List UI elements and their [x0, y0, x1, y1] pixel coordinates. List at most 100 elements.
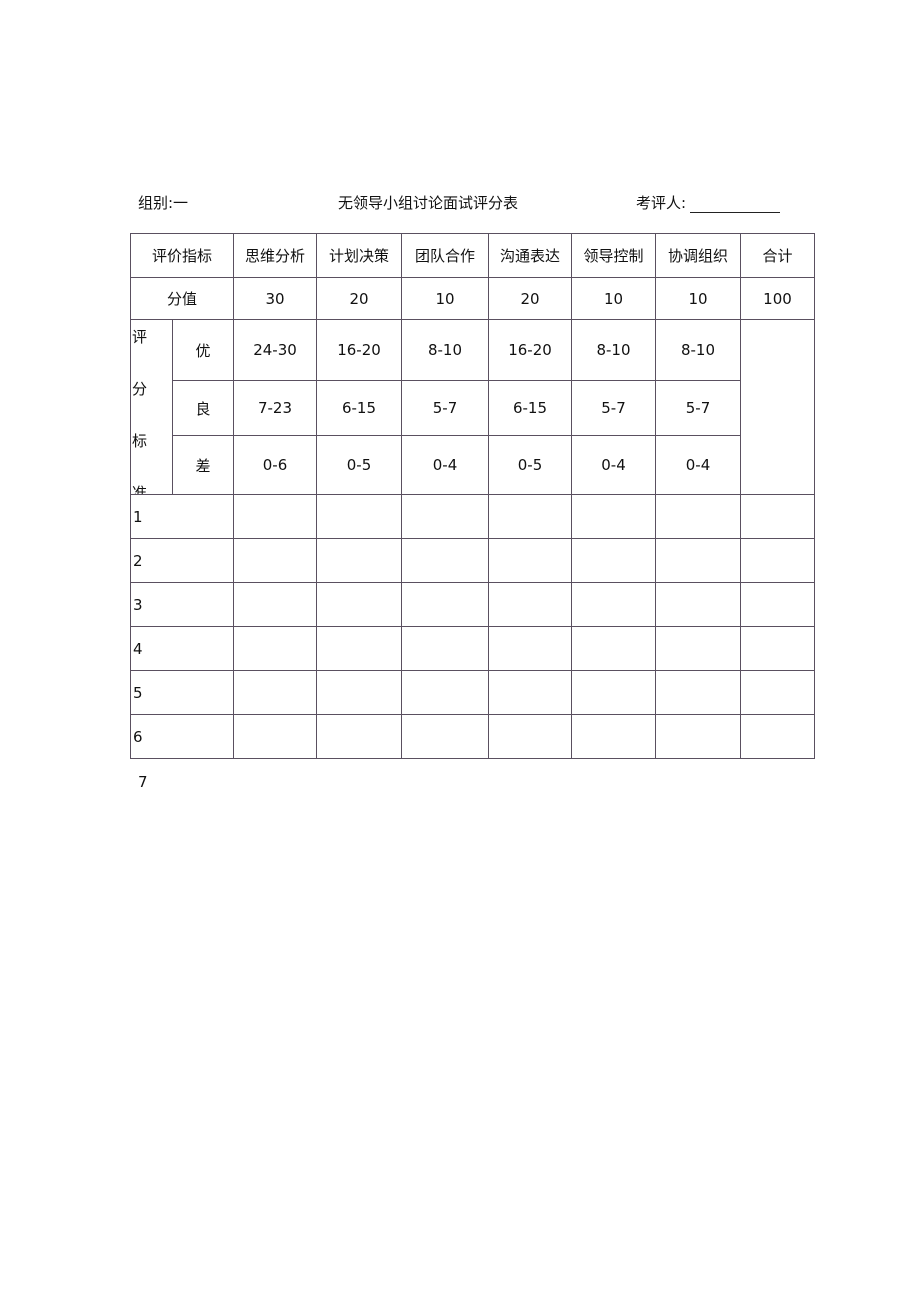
criteria-value: 6-15 [488, 380, 572, 436]
score-input-cell[interactable] [655, 494, 741, 539]
score-input-cell[interactable] [401, 670, 489, 715]
criteria-char: 准 [132, 484, 148, 495]
score-input-cell[interactable] [571, 626, 656, 671]
criteria-value: 8-10 [655, 319, 741, 381]
criteria-value: 0-4 [571, 435, 656, 495]
trailing-number: 7 [138, 773, 148, 791]
candidate-number: 2 [130, 538, 234, 583]
score-input-cell[interactable] [233, 582, 317, 627]
candidate-number: 6 [130, 714, 234, 759]
score-input-cell[interactable] [571, 582, 656, 627]
criteria-row: 评 分 标 准 优 24-30 16-20 8-10 16-20 8-10 8-… [130, 319, 815, 495]
score-value: 10 [655, 277, 741, 320]
criteria-value: 24-30 [233, 319, 317, 381]
criteria-value: 16-20 [488, 319, 572, 381]
score-input-cell[interactable] [316, 714, 402, 759]
col-header: 合计 [740, 233, 815, 278]
criteria-row: 良 7-23 6-15 5-7 6-15 5-7 5-7 [131, 380, 815, 436]
col-header: 评价指标 [130, 233, 234, 278]
candidate-number: 1 [130, 494, 234, 539]
score-input-cell[interactable] [316, 582, 402, 627]
criteria-value: 5-7 [571, 380, 656, 436]
criteria-value: 0-5 [316, 435, 402, 495]
candidate-row: 1 [130, 494, 815, 539]
score-table: 评价指标 思维分析 计划决策 团队合作 沟通表达 领导控制 协调组织 合计 分值… [130, 233, 815, 759]
score-input-cell[interactable] [655, 582, 741, 627]
score-input-cell[interactable] [233, 538, 317, 583]
grade: 优 [172, 319, 234, 381]
criteria-value: 7-23 [233, 380, 317, 436]
score-input-cell[interactable] [233, 626, 317, 671]
score-row: 分值 30 20 10 20 10 10 100 [130, 277, 815, 320]
score-input-cell[interactable] [655, 670, 741, 715]
score-value: 10 [571, 277, 656, 320]
score-input-cell[interactable] [401, 626, 489, 671]
score-input-cell[interactable] [655, 626, 741, 671]
score-input-cell[interactable] [316, 670, 402, 715]
score-label: 分值 [130, 277, 234, 320]
candidate-row: 3 [130, 582, 815, 627]
criteria-value: 8-10 [571, 319, 656, 381]
score-input-cell[interactable] [571, 494, 656, 539]
score-input-cell[interactable] [740, 714, 815, 759]
score-input-cell[interactable] [488, 494, 572, 539]
candidate-number: 5 [130, 670, 234, 715]
score-value: 10 [401, 277, 489, 320]
criteria-char: 标 [132, 432, 148, 450]
score-input-cell[interactable] [571, 714, 656, 759]
score-value: 30 [233, 277, 317, 320]
score-input-cell[interactable] [316, 494, 402, 539]
score-input-cell[interactable] [488, 538, 572, 583]
score-input-cell[interactable] [740, 670, 815, 715]
score-input-cell[interactable] [488, 714, 572, 759]
score-input-cell[interactable] [740, 538, 815, 583]
col-header: 思维分析 [233, 233, 317, 278]
score-input-cell[interactable] [488, 670, 572, 715]
page-title: 无领导小组讨论面试评分表 [338, 194, 519, 212]
score-input-cell[interactable] [401, 538, 489, 583]
criteria-value: 0-4 [401, 435, 489, 495]
score-value: 20 [488, 277, 572, 320]
header-row: 评价指标 思维分析 计划决策 团队合作 沟通表达 领导控制 协调组织 合计 [130, 233, 815, 278]
score-input-cell[interactable] [488, 582, 572, 627]
score-input-cell[interactable] [740, 626, 815, 671]
score-input-cell[interactable] [740, 494, 815, 539]
score-input-cell[interactable] [571, 670, 656, 715]
col-header: 沟通表达 [488, 233, 572, 278]
candidate-number: 3 [130, 582, 234, 627]
group-label: 组别:一 [138, 194, 189, 212]
examiner-blank[interactable] [690, 198, 781, 213]
score-input-cell[interactable] [655, 714, 741, 759]
candidate-number: 4 [130, 626, 234, 671]
score-input-cell[interactable] [401, 582, 489, 627]
examiner-field: 考评人: [636, 192, 781, 213]
score-input-cell[interactable] [316, 626, 402, 671]
criteria-value: 0-6 [233, 435, 317, 495]
candidate-row: 2 [130, 538, 815, 583]
score-input-cell[interactable] [233, 714, 317, 759]
score-input-cell[interactable] [316, 538, 402, 583]
score-input-cell[interactable] [233, 494, 317, 539]
criteria-value: 8-10 [401, 319, 489, 381]
criteria-label: 评 分 标 准 [130, 319, 173, 495]
score-input-cell[interactable] [740, 582, 815, 627]
criteria-char: 评 [132, 328, 148, 346]
criteria-value: 16-20 [316, 319, 402, 381]
score-input-cell[interactable] [571, 538, 656, 583]
criteria-value: 5-7 [401, 380, 489, 436]
col-header: 团队合作 [401, 233, 489, 278]
score-input-cell[interactable] [233, 670, 317, 715]
score-value: 20 [316, 277, 402, 320]
criteria-value: 6-15 [316, 380, 402, 436]
score-input-cell[interactable] [401, 714, 489, 759]
score-input-cell[interactable] [488, 626, 572, 671]
candidate-row: 4 [130, 626, 815, 671]
criteria-value: 5-7 [655, 380, 741, 436]
score-input-cell[interactable] [401, 494, 489, 539]
candidate-row: 6 [130, 714, 815, 759]
grade: 良 [172, 380, 234, 436]
criteria-value: 0-4 [655, 435, 741, 495]
criteria-char: 分 [132, 380, 148, 398]
total-empty-cell [740, 319, 815, 495]
score-input-cell[interactable] [655, 538, 741, 583]
